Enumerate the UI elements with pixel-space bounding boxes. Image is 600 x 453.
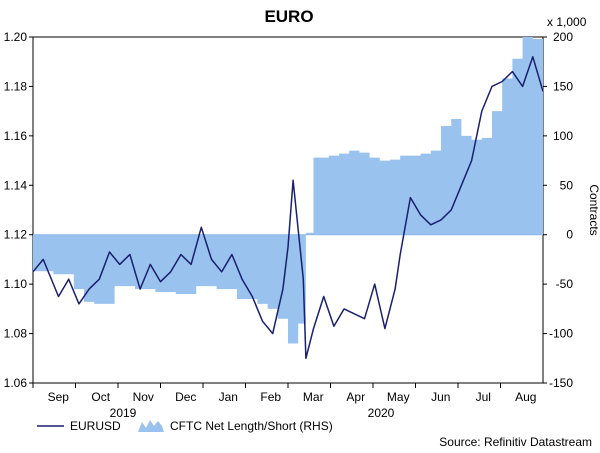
- legend: EURUSD CFTC Net Length/Short (RHS): [37, 419, 333, 433]
- left-tick-label: 1.14: [4, 178, 28, 192]
- right-axis-ticks: 200 150 100 50 0 -50 -100 -150: [543, 30, 573, 390]
- right-tick-label: 100: [553, 129, 573, 143]
- x-month-label: Dec: [175, 390, 196, 404]
- x-month-label: Apr: [346, 390, 365, 404]
- left-tick-label: 1.20: [4, 30, 28, 44]
- right-tick-label: -150: [549, 376, 573, 390]
- right-tick-label: 50: [560, 178, 574, 192]
- x-month-label: May: [387, 390, 410, 404]
- x-month-label: Mar: [303, 390, 324, 404]
- x-month-label: Nov: [133, 390, 154, 404]
- rhs-unit-label: x 1,000: [547, 15, 587, 29]
- left-tick-label: 1.12: [4, 228, 28, 242]
- x-month-label: Jan: [219, 390, 238, 404]
- left-tick-label: 1.18: [4, 79, 28, 93]
- x-month-label: Oct: [91, 390, 110, 404]
- right-tick-label: -50: [556, 277, 574, 291]
- legend-cftc-label: CFTC Net Length/Short (RHS): [170, 419, 333, 433]
- left-tick-label: 1.08: [4, 327, 28, 341]
- x-month-label: Jul: [476, 390, 491, 404]
- right-tick-label: 150: [553, 79, 573, 93]
- x-month-label: Sep: [48, 390, 70, 404]
- right-tick-label: 0: [566, 228, 573, 242]
- left-tick-label: 1.10: [4, 277, 28, 291]
- right-tick-label: -100: [549, 327, 573, 341]
- left-tick-label: 1.06: [4, 376, 28, 390]
- rhs-axis-label: Contracts: [587, 184, 600, 235]
- cftc-area-layer: [33, 37, 543, 344]
- cftc-area: [33, 37, 543, 344]
- right-tick-label: 200: [553, 30, 573, 44]
- legend-cftc-swatch: [138, 420, 164, 432]
- x-month-label: Aug: [515, 390, 536, 404]
- x-month-label: Feb: [260, 390, 281, 404]
- eurusd-line: [32, 56, 544, 360]
- x-year-label: 2019: [110, 406, 137, 420]
- legend-eurusd-label: EURUSD: [70, 419, 121, 433]
- x-axis-ticks: Sep Oct Nov Dec Jan Feb Mar Apr May Jun Jul Aug 2019…: [32, 383, 536, 420]
- x-month-label: Jun: [431, 390, 450, 404]
- eurusd-line-layer: [32, 56, 544, 360]
- source-note: Source: Refinitiv Datastream: [439, 435, 592, 449]
- left-axis-ticks: 1.20 1.18 1.16 1.14 1.12 1.10 1.08 1.06: [4, 30, 33, 390]
- left-tick-label: 1.16: [4, 129, 28, 143]
- x-year-label: 2020: [368, 406, 395, 420]
- chart-title: EURO: [264, 7, 313, 26]
